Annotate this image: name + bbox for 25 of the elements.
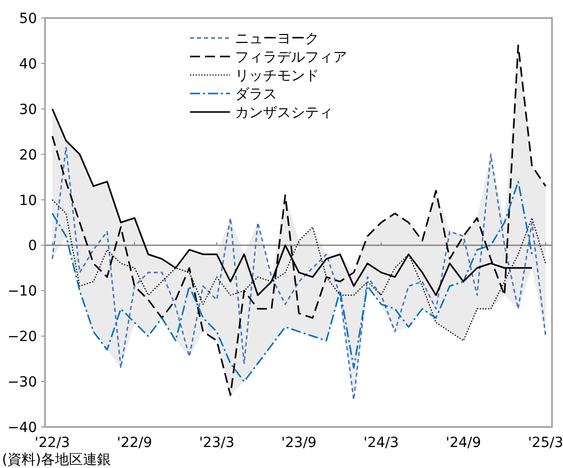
y-tick-label: 10 xyxy=(19,192,37,209)
y-tick-label: 20 xyxy=(19,147,37,164)
y-tick-label: −10 xyxy=(7,284,37,300)
x-tick-label: '25/3 xyxy=(528,435,563,451)
y-tick-label: −40 xyxy=(7,420,37,436)
y-tick-label: −20 xyxy=(7,329,37,346)
x-tick-label: '23/3 xyxy=(199,435,234,451)
legend-label: ダラス xyxy=(235,86,277,102)
line-series xyxy=(52,180,533,382)
legend-label: カンザスシティ xyxy=(235,105,333,121)
legend-label: ニューヨーク xyxy=(235,31,319,47)
x-tick-label: '23/9 xyxy=(281,435,317,451)
y-tick-label: 40 xyxy=(19,56,37,72)
text: (資料)各地区連銀 xyxy=(2,452,111,468)
legend-label: フィラデルフィア xyxy=(235,50,347,66)
x-tick-label: '22/3 xyxy=(34,435,70,451)
y-tick-label: 50 xyxy=(19,11,37,27)
line-series xyxy=(52,146,546,400)
y-tick-label: 0 xyxy=(28,238,37,254)
y-tick-label: −30 xyxy=(7,374,37,391)
y-tick-label: 30 xyxy=(19,102,37,118)
legend-label: リッチモンド xyxy=(235,68,319,84)
x-tick-label: '22/9 xyxy=(116,435,152,451)
x-tick-label: '24/3 xyxy=(364,435,399,451)
x-tick-label: '24/9 xyxy=(446,435,482,451)
